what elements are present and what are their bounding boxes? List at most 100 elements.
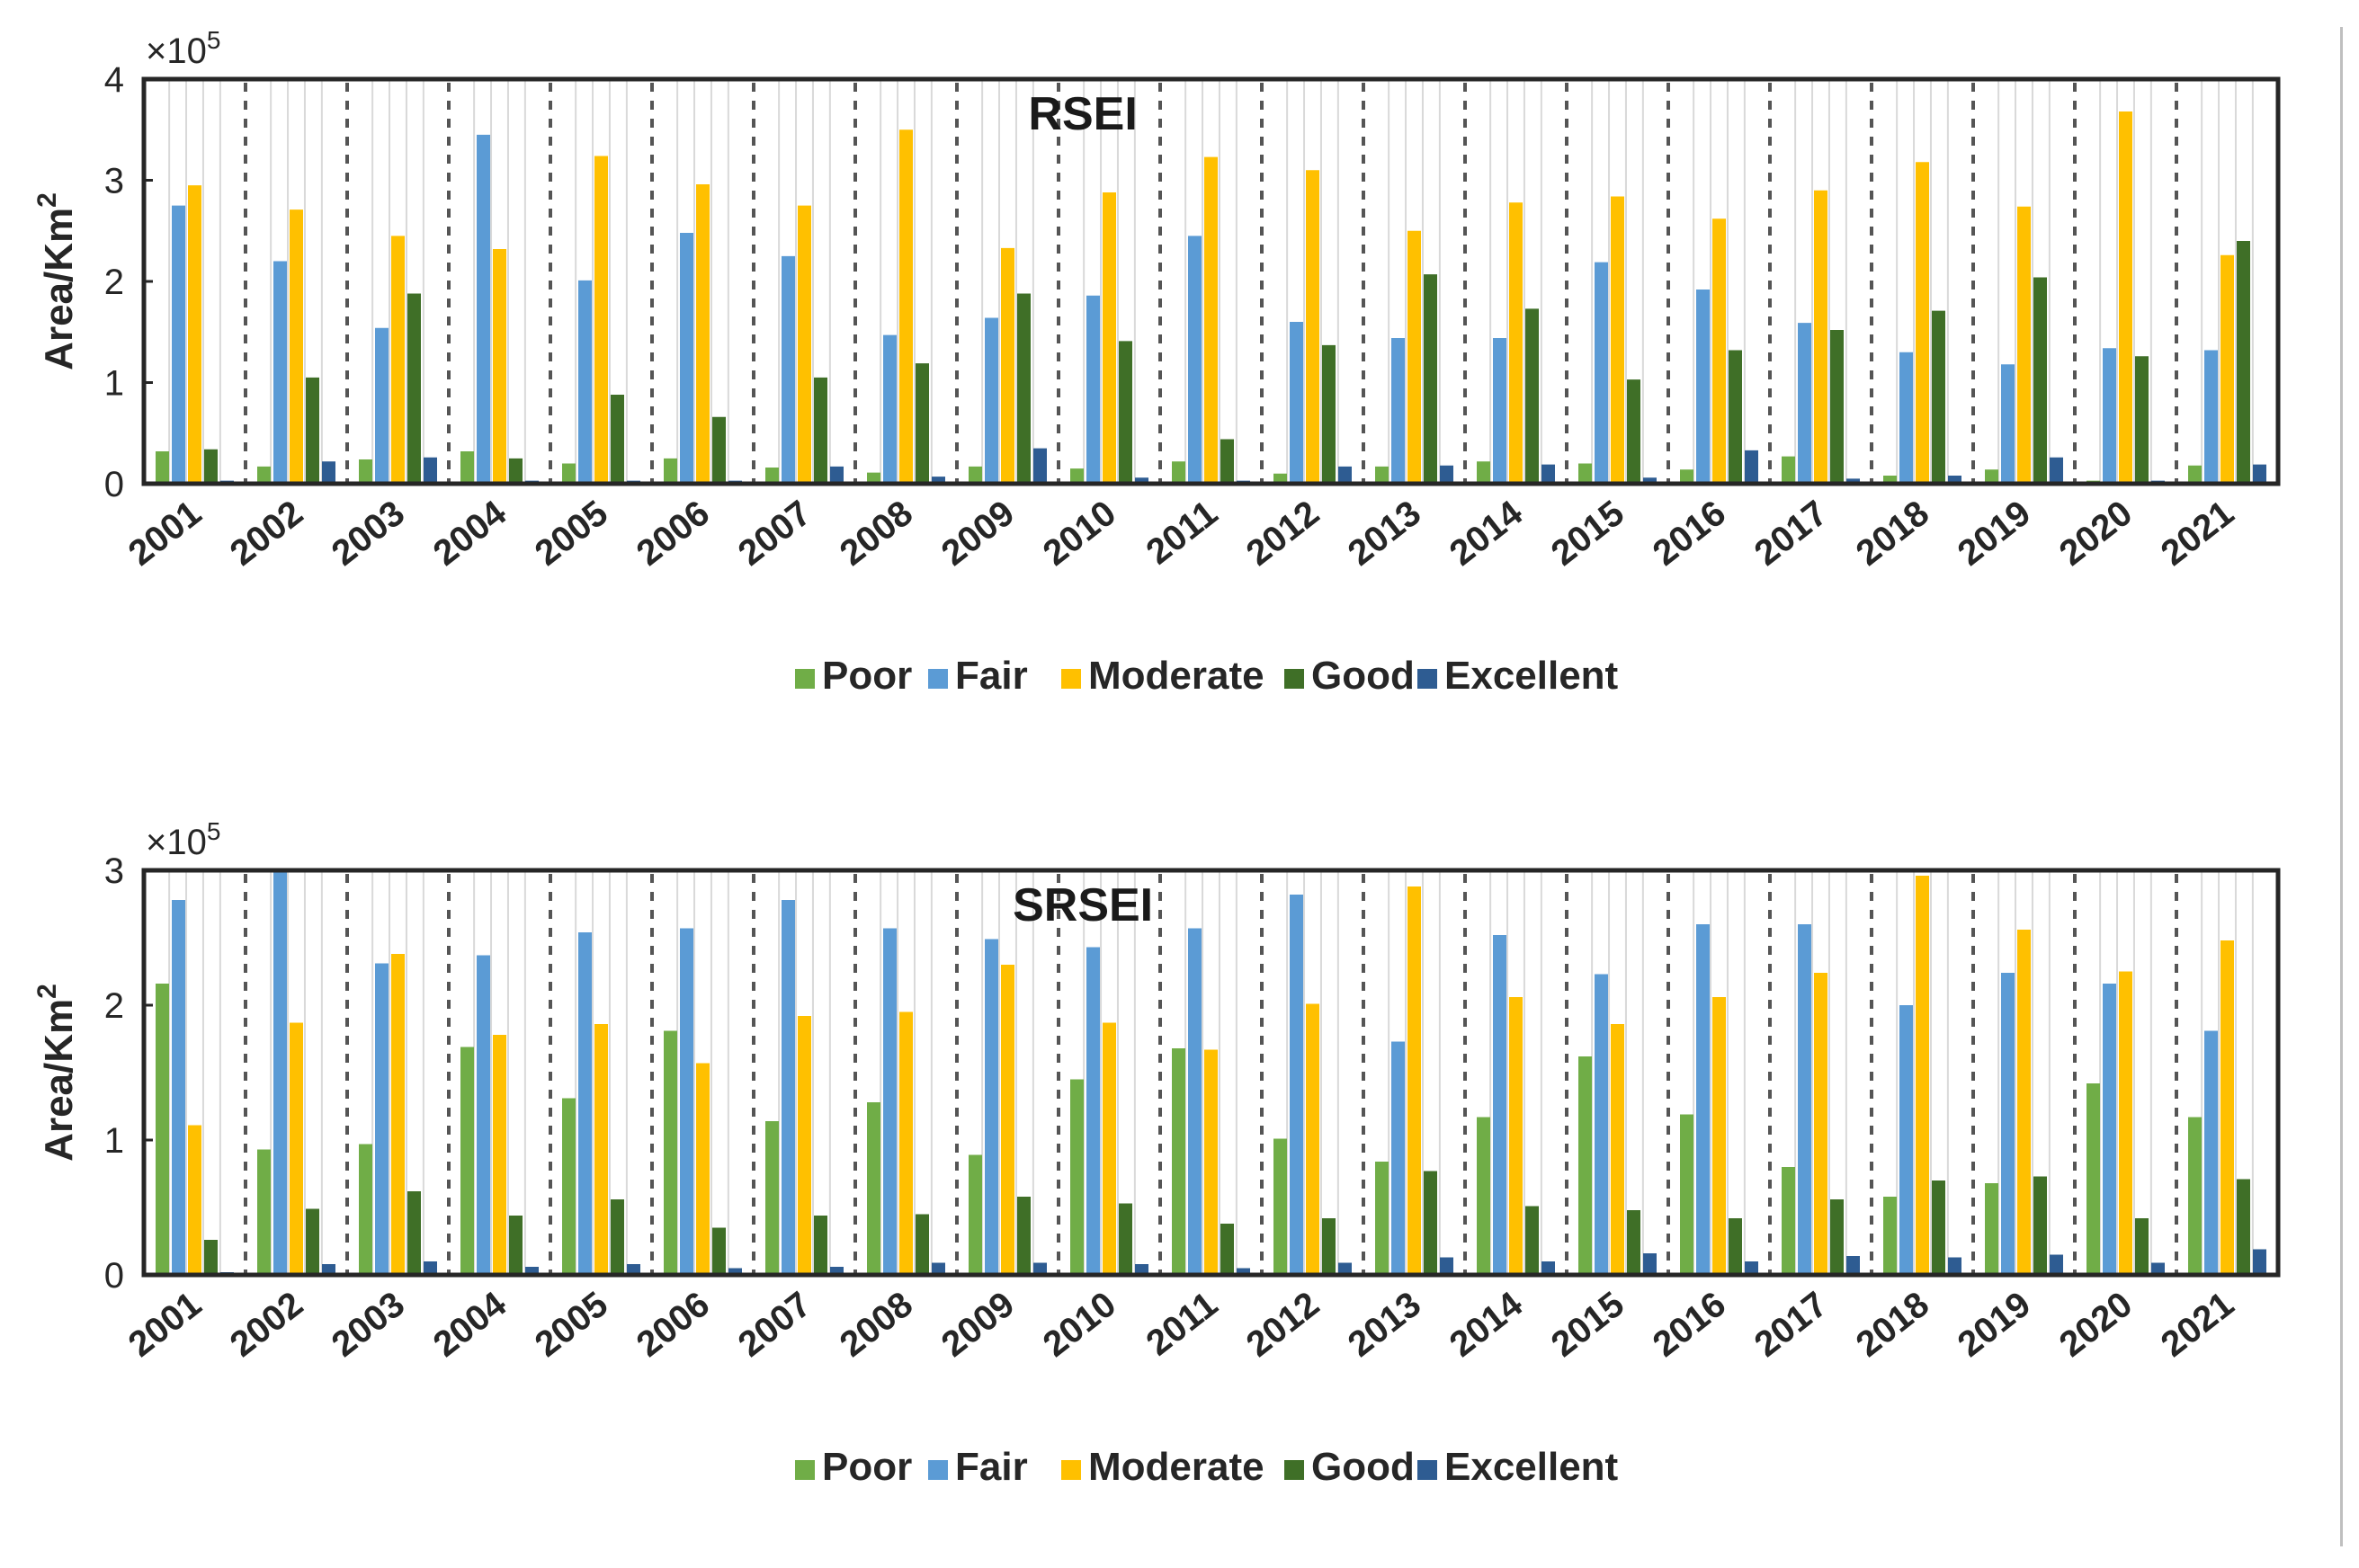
x-tick-label: 2011 xyxy=(1139,493,1225,572)
y-axis-label-superscript: 2 xyxy=(32,984,62,999)
bar-fair-2001 xyxy=(172,900,185,1275)
x-tick-label: 2020 xyxy=(2052,1284,2140,1364)
bar-fair-2016 xyxy=(1696,290,1710,484)
x-tick-label: 2010 xyxy=(1036,1284,1123,1364)
bar-poor-2001 xyxy=(156,984,169,1275)
bar-moderate-2019 xyxy=(2017,206,2031,484)
bar-fair-2002 xyxy=(273,870,287,1275)
bar-poor-2009 xyxy=(969,466,982,484)
bar-poor-2005 xyxy=(562,1098,576,1275)
bar-moderate-2004 xyxy=(493,1035,506,1275)
bar-excellent-2015 xyxy=(1643,477,1657,484)
bar-fair-2008 xyxy=(883,928,897,1275)
x-tick-label: 2016 xyxy=(1646,493,1733,573)
bar-moderate-2013 xyxy=(1407,230,1421,484)
chart-title: SRSEI xyxy=(1013,879,1153,931)
bar-fair-2014 xyxy=(1493,338,1506,484)
bar-good-2006 xyxy=(712,1227,726,1275)
bar-good-2008 xyxy=(916,363,929,484)
bar-poor-2005 xyxy=(562,463,576,484)
x-tick-label: 2012 xyxy=(1239,1284,1327,1364)
bar-good-2014 xyxy=(1525,1206,1539,1275)
bar-excellent-2012 xyxy=(1338,1262,1352,1275)
bar-poor-2010 xyxy=(1070,468,1084,484)
x-tick-label: 2001 xyxy=(121,1284,209,1364)
bar-poor-2019 xyxy=(1985,469,1998,484)
x-tick-label: 2018 xyxy=(1849,1284,1936,1364)
bar-excellent-2005 xyxy=(627,1264,640,1275)
bar-excellent-2004 xyxy=(525,1267,539,1275)
bar-poor-2009 xyxy=(969,1154,982,1275)
bar-good-2017 xyxy=(1830,330,1844,484)
bar-good-2004 xyxy=(509,1216,523,1275)
bar-excellent-2010 xyxy=(1135,1264,1148,1275)
bar-poor-2017 xyxy=(1782,456,1795,484)
bar-poor-2011 xyxy=(1172,461,1185,484)
bar-moderate-2005 xyxy=(594,1024,608,1275)
bar-poor-2014 xyxy=(1477,1117,1490,1275)
bar-excellent-2009 xyxy=(1033,1262,1047,1275)
bar-excellent-2009 xyxy=(1033,448,1047,484)
bar-good-2002 xyxy=(306,1208,319,1275)
bar-poor-2003 xyxy=(359,1144,372,1275)
x-tick-label: 2014 xyxy=(1443,1284,1531,1365)
bar-fair-2021 xyxy=(2204,350,2218,484)
bar-good-2005 xyxy=(611,395,624,484)
x-tick-label: 2016 xyxy=(1646,1284,1733,1364)
bar-fair-2019 xyxy=(2001,973,2015,1275)
bar-moderate-2018 xyxy=(1916,876,1929,1275)
x-tick-label: 2012 xyxy=(1239,493,1327,573)
bar-excellent-2019 xyxy=(2050,1254,2063,1275)
y-tick-label: 4 xyxy=(104,60,124,100)
x-tick-label: 2009 xyxy=(934,1284,1022,1364)
bar-moderate-2014 xyxy=(1509,997,1523,1275)
bar-poor-2019 xyxy=(1985,1183,1998,1275)
x-tick-label: 2006 xyxy=(630,1284,717,1364)
bar-poor-2006 xyxy=(664,1030,677,1275)
bar-poor-2007 xyxy=(765,468,779,484)
bar-poor-2010 xyxy=(1070,1079,1084,1275)
legend-label-fair: Fair xyxy=(955,1445,1028,1489)
bar-excellent-2021 xyxy=(2253,464,2266,484)
bar-good-2015 xyxy=(1627,1210,1640,1275)
bar-good-2008 xyxy=(916,1214,929,1275)
y-tick-label: 0 xyxy=(104,465,124,504)
x-tick-label: 2013 xyxy=(1341,493,1428,573)
bar-excellent-2006 xyxy=(728,1268,742,1275)
x-tick-label: 2015 xyxy=(1544,1284,1631,1364)
bar-poor-2004 xyxy=(460,451,474,484)
x-tick-label: 2007 xyxy=(731,1284,818,1364)
bar-fair-2013 xyxy=(1391,1041,1405,1275)
bar-fair-2004 xyxy=(477,955,490,1275)
bar-moderate-2003 xyxy=(391,236,405,484)
legend-swatch-good xyxy=(1284,1460,1304,1480)
bar-excellent-2002 xyxy=(322,1264,335,1275)
bar-fair-2003 xyxy=(375,963,389,1275)
bar-fair-2009 xyxy=(985,317,998,484)
bar-good-2012 xyxy=(1322,1218,1336,1275)
y-tick-label: 1 xyxy=(104,364,124,404)
axis-multiplier: ×105 xyxy=(146,26,220,71)
bar-moderate-2010 xyxy=(1103,1022,1116,1275)
bar-good-2003 xyxy=(407,293,421,484)
bar-moderate-2013 xyxy=(1407,886,1421,1275)
bar-good-2021 xyxy=(2237,241,2250,484)
legend-label-moderate: Moderate xyxy=(1088,1445,1264,1489)
bar-excellent-2007 xyxy=(830,1267,844,1275)
bar-poor-2018 xyxy=(1883,1197,1897,1275)
bar-good-2001 xyxy=(204,1240,218,1275)
bar-fair-2007 xyxy=(782,255,795,484)
y-tick-label: 2 xyxy=(104,263,124,302)
bar-fair-2006 xyxy=(680,233,693,484)
y-axis-label-superscript: 2 xyxy=(32,192,62,208)
x-tick-label: 2002 xyxy=(223,493,310,573)
bar-fair-2018 xyxy=(1899,352,1913,484)
bar-poor-2013 xyxy=(1375,1162,1389,1275)
x-tick-label: 2014 xyxy=(1443,493,1531,574)
x-tick-label: 2013 xyxy=(1341,1284,1428,1364)
legend-label-excellent: Excellent xyxy=(1444,654,1619,698)
bar-moderate-2016 xyxy=(1712,997,1726,1275)
bar-excellent-2014 xyxy=(1541,1261,1555,1275)
